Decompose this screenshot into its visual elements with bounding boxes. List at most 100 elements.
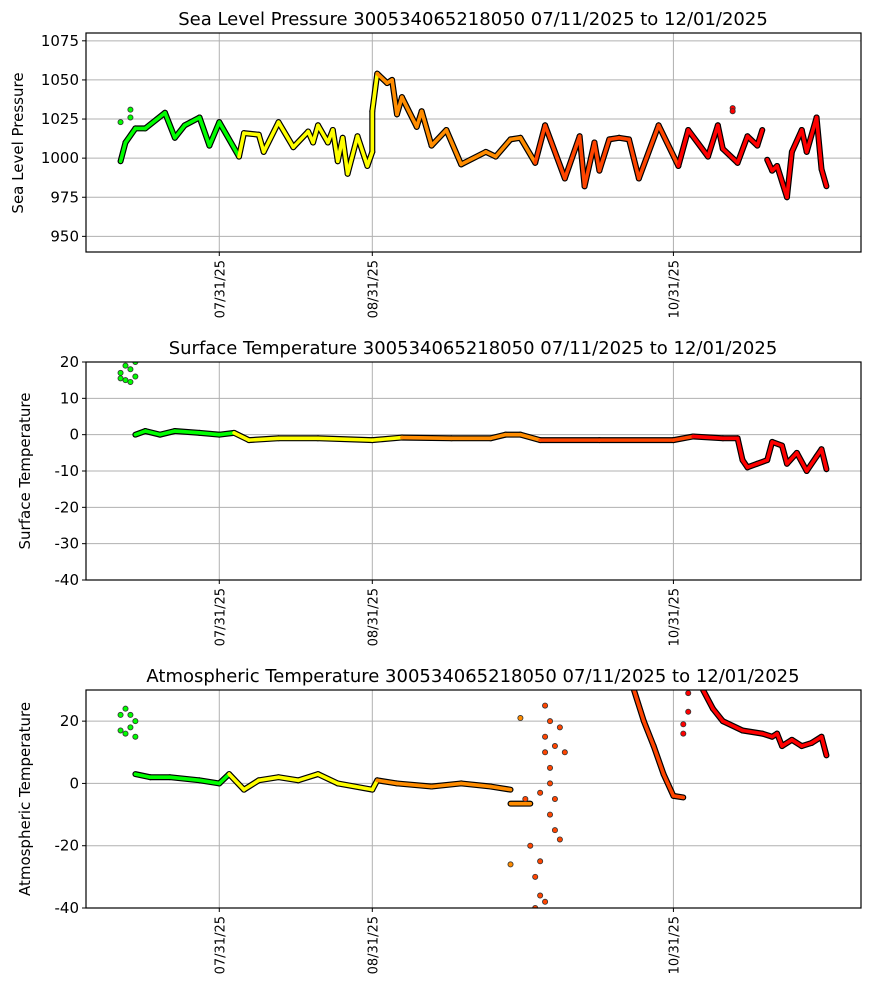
series-segment	[656, 123, 681, 168]
data-point	[522, 796, 529, 803]
data-series	[117, 690, 830, 908]
series-segment	[765, 440, 774, 462]
series-segment	[217, 120, 241, 159]
data-point	[507, 861, 514, 868]
series-segment	[429, 781, 463, 789]
y-tick-label: 1000	[41, 149, 79, 167]
series-segment	[780, 443, 789, 466]
x-tick-label: 10/31/25	[667, 916, 682, 974]
series-segment	[543, 123, 567, 181]
x-tick-label: 08/31/25	[366, 916, 381, 974]
x-tick-label: 08/31/25	[366, 588, 381, 646]
series-segment	[809, 734, 824, 745]
data-point	[537, 892, 544, 899]
series-segment	[518, 432, 542, 442]
series-segment	[390, 78, 399, 117]
data-point	[132, 733, 139, 740]
series-segment	[720, 719, 745, 733]
axes-frame	[85, 361, 862, 581]
data-point	[729, 108, 736, 115]
series-segment	[163, 110, 177, 140]
series-segment	[143, 429, 162, 437]
series-segment	[158, 429, 177, 437]
axes-frame	[85, 689, 862, 909]
series-segment	[597, 137, 612, 173]
y-axis-label-3: Atmospheric Temperature	[16, 702, 34, 896]
series-segment	[804, 454, 819, 473]
series-segment	[671, 434, 695, 442]
series-segment	[123, 126, 138, 145]
x-tick-label: 10/31/25	[667, 588, 682, 646]
data-point	[680, 721, 687, 728]
chart-title-1: Sea Level Pressure 300534065218050 07/11…	[178, 9, 768, 30]
data-point	[547, 718, 554, 725]
series-segment	[173, 429, 202, 435]
y-tick-label: -30	[55, 535, 80, 553]
y-tick-label: 1050	[41, 71, 79, 89]
series-segment	[661, 772, 676, 798]
data-point	[127, 366, 134, 373]
data-point	[556, 836, 563, 843]
data-point	[122, 730, 129, 737]
series-segment	[819, 167, 829, 189]
axes-2: -40 -30 -20 -10 0 10 20 07/31/25 08/31/25 10/31/2…	[55, 353, 862, 646]
data-point	[561, 749, 568, 756]
series-segment	[182, 115, 202, 128]
series-segment	[711, 706, 725, 723]
series-segment	[276, 120, 296, 149]
chart-title-3: Atmospheric Temperature 300534065218050 …	[146, 666, 799, 687]
series-segment	[419, 109, 434, 148]
series-segment	[804, 115, 819, 154]
series-segment	[370, 71, 380, 114]
series-segment	[173, 123, 187, 140]
series-segment	[716, 123, 725, 151]
series-segment	[488, 432, 508, 441]
data-point	[132, 373, 139, 380]
series-segment	[533, 123, 547, 165]
series-segment	[785, 451, 799, 466]
series-segment	[242, 131, 261, 137]
series-segment	[395, 95, 404, 117]
data-point	[127, 114, 134, 121]
y-tick-label: 0	[69, 774, 79, 792]
series-segment	[256, 775, 281, 783]
series-segment	[592, 140, 602, 173]
y-tick-label: -10	[55, 462, 80, 480]
series-segment	[375, 71, 389, 85]
series-segment	[316, 772, 340, 786]
data-series	[117, 362, 830, 474]
data-point	[132, 718, 139, 725]
y-tick-label: -40	[55, 899, 80, 917]
y-tick-label: 20	[60, 712, 79, 730]
series-segment	[400, 95, 419, 129]
data-point	[551, 796, 558, 803]
series-segment	[632, 690, 646, 723]
y-tick-label: 10	[60, 389, 79, 407]
series-segment	[701, 690, 715, 711]
series-segment	[735, 134, 750, 165]
series-segment	[237, 131, 246, 159]
series-segment	[795, 451, 809, 473]
series-segment	[217, 431, 236, 437]
series-segment	[197, 431, 222, 437]
series-segment	[168, 775, 202, 783]
y-tick-label: 1025	[41, 110, 79, 128]
series-segment	[765, 157, 774, 173]
data-point	[551, 743, 558, 750]
data-point	[547, 780, 554, 787]
series-segment	[247, 436, 281, 442]
data-point	[685, 690, 692, 697]
series-segment	[207, 120, 222, 148]
data-point	[122, 362, 129, 369]
series-segment	[395, 781, 434, 789]
series-segment	[780, 738, 794, 748]
y-tick-label: 950	[50, 227, 79, 245]
series-segment	[197, 115, 212, 148]
series-segment	[143, 110, 167, 131]
series-segment	[775, 731, 784, 748]
series-segment	[755, 128, 765, 148]
series-segment	[819, 734, 829, 758]
y-tick-label: 0	[69, 426, 79, 444]
series-segment	[311, 123, 320, 145]
data-point	[542, 898, 549, 905]
